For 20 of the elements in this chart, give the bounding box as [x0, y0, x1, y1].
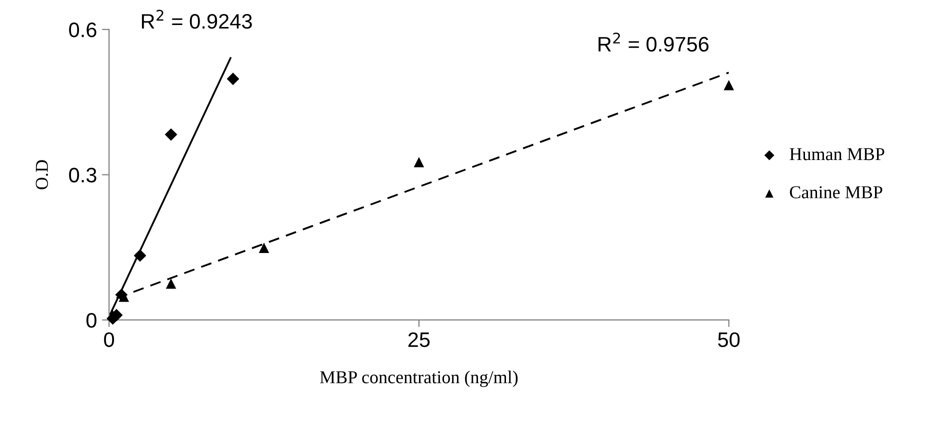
point [724, 80, 734, 90]
point [134, 249, 146, 262]
y-tick-label: 0 [86, 312, 96, 328]
legend-label: Canine MBP [790, 186, 882, 198]
x-tick-label: 0 [104, 332, 114, 348]
point [226, 72, 240, 86]
x-axis-title: MBP concentration (ng/ml) [320, 370, 518, 388]
x-tick-label: 50 [718, 332, 740, 348]
point [166, 278, 176, 289]
point [414, 156, 424, 168]
x-tick-label: 25 [408, 332, 430, 348]
legend-label: Human MBP [790, 148, 884, 160]
point [164, 128, 178, 141]
y-tick-label: 0.3 [69, 168, 96, 182]
point [258, 242, 270, 253]
y-tick-label: 0.6 [69, 22, 96, 38]
text: R$^{2}$ = 0.9243 [142, 10, 252, 29]
annotation: R$^{2}$ = 0.9756 [598, 32, 709, 52]
y-axis-title: O.D [36, 160, 48, 190]
point [108, 310, 118, 320]
